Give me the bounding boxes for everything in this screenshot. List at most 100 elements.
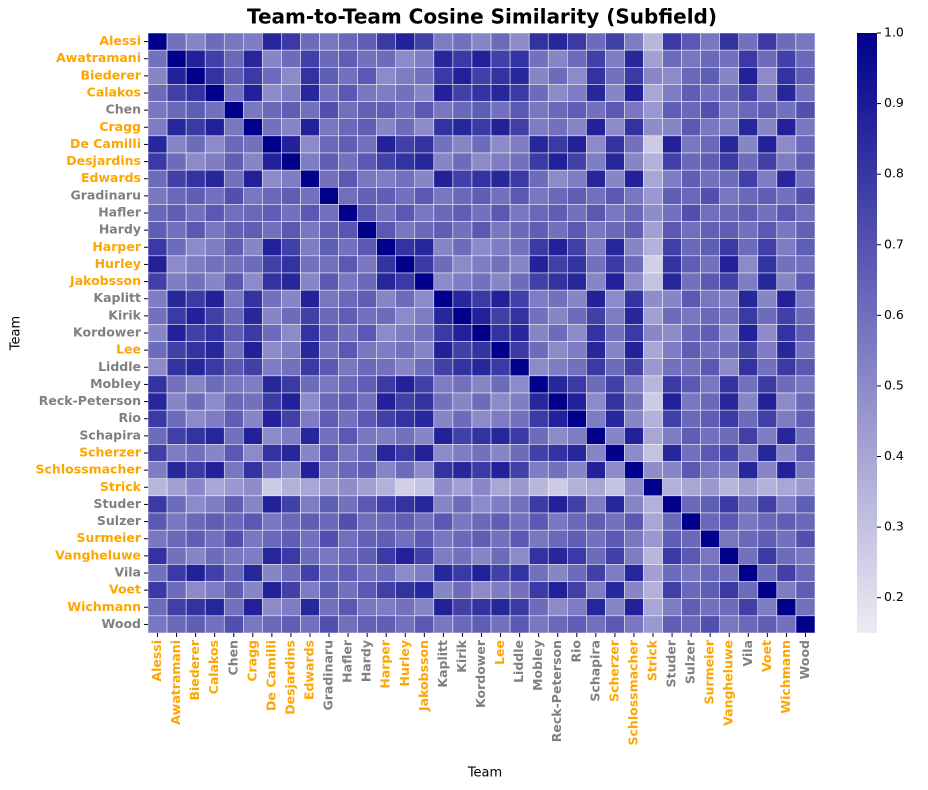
heatmap-cell <box>433 84 454 102</box>
y-tick-label: Rio <box>119 410 142 425</box>
heatmap-cell <box>586 289 606 308</box>
heatmap-cell <box>605 135 625 154</box>
heatmap-cell <box>376 118 396 137</box>
heatmap-cell <box>223 564 244 582</box>
heatmap-cell <box>643 238 663 257</box>
heatmap-cell <box>643 427 663 445</box>
heatmap-cell <box>300 32 320 51</box>
heatmap-cell <box>376 512 396 531</box>
heatmap-cell <box>605 409 625 428</box>
heatmap-cell <box>586 444 606 462</box>
heatmap-cell <box>223 272 244 291</box>
heatmap-cell <box>204 358 225 377</box>
heatmap-cell <box>204 529 225 548</box>
heatmap-cell <box>643 204 663 222</box>
heatmap-cell <box>243 101 263 119</box>
heatmap-cell <box>662 67 682 85</box>
heatmap-cell <box>166 495 187 514</box>
heatmap-cell <box>243 427 263 445</box>
heatmap-cell <box>452 478 473 497</box>
heatmap-cell <box>738 187 759 205</box>
heatmap-cell <box>452 461 473 479</box>
heatmap-cell <box>471 289 492 308</box>
heatmap-cell <box>433 358 454 377</box>
heatmap-cell <box>281 461 301 479</box>
heatmap-cell <box>567 272 587 291</box>
heatmap-cell <box>624 307 644 325</box>
heatmap-cell <box>795 272 816 291</box>
heatmap-cell <box>700 289 720 308</box>
heatmap-cell <box>547 461 568 479</box>
heatmap-cell <box>471 32 492 51</box>
heatmap-cell <box>586 67 606 85</box>
heatmap-cell <box>185 32 206 51</box>
heatmap-cell <box>662 512 682 531</box>
heatmap-cell <box>681 255 701 274</box>
heatmap-cell <box>185 495 206 514</box>
heatmap-cell <box>547 49 568 68</box>
heatmap-cell <box>319 289 339 308</box>
heatmap-cell <box>319 169 339 188</box>
heatmap-cell <box>243 84 263 102</box>
heatmap-cell <box>281 324 301 342</box>
heatmap-cell <box>700 118 720 137</box>
heatmap-cell <box>700 495 720 514</box>
heatmap-cell <box>376 238 396 257</box>
heatmap-cell <box>357 444 377 462</box>
heatmap-cell <box>281 409 301 428</box>
heatmap-cell <box>528 101 549 119</box>
heatmap-cell <box>567 427 587 445</box>
heatmap-cell <box>567 67 587 85</box>
heatmap-cell <box>281 564 301 582</box>
heatmap-cell <box>662 84 682 102</box>
heatmap-cell <box>643 307 663 325</box>
heatmap-cell <box>433 307 454 325</box>
heatmap-cell <box>700 49 720 68</box>
heatmap-cell <box>166 221 187 239</box>
heatmap-cell <box>757 84 778 102</box>
colorbar-tick-label: 0.9 <box>884 95 904 110</box>
heatmap-cell <box>719 32 740 51</box>
heatmap-cell <box>605 101 625 119</box>
heatmap-cell <box>185 529 206 548</box>
heatmap-cell <box>243 581 263 599</box>
heatmap-cell <box>662 341 682 359</box>
heatmap-cell <box>300 255 320 274</box>
heatmap-cell <box>719 272 740 291</box>
heatmap-cell <box>547 67 568 85</box>
heatmap-cell <box>547 512 568 531</box>
colorbar <box>857 33 877 633</box>
heatmap-cell <box>243 67 263 85</box>
heatmap-cell <box>376 221 396 239</box>
heatmap-cell <box>662 255 682 274</box>
heatmap-cell <box>547 152 568 171</box>
heatmap-cell <box>471 409 492 428</box>
heatmap-cell <box>567 392 587 411</box>
heatmap-cell <box>738 427 759 445</box>
heatmap-cell <box>738 358 759 377</box>
heatmap-cell <box>471 564 492 582</box>
heatmap-cell <box>662 529 682 548</box>
heatmap-cell <box>204 478 225 497</box>
heatmap-cell <box>490 512 511 531</box>
x-tick-label: Wichmann <box>778 640 793 714</box>
heatmap-cell <box>395 478 416 497</box>
heatmap-cell <box>490 187 511 205</box>
heatmap-cell <box>185 135 206 154</box>
heatmap-cell <box>757 564 778 582</box>
heatmap-cell <box>338 32 358 51</box>
heatmap-cell <box>528 547 549 565</box>
heatmap-cell <box>662 307 682 325</box>
heatmap-cell <box>338 221 358 239</box>
heatmap-cell <box>223 238 244 257</box>
heatmap-cell <box>223 255 244 274</box>
heatmap-cell <box>605 67 625 85</box>
heatmap-cell <box>662 135 682 154</box>
heatmap-cell <box>376 32 396 51</box>
heatmap-cell <box>681 564 701 582</box>
heatmap-cell <box>243 478 263 497</box>
heatmap-cell <box>204 392 225 411</box>
heatmap-cell <box>338 461 358 479</box>
heatmap-cell <box>338 598 358 617</box>
heatmap-cell <box>757 255 778 274</box>
